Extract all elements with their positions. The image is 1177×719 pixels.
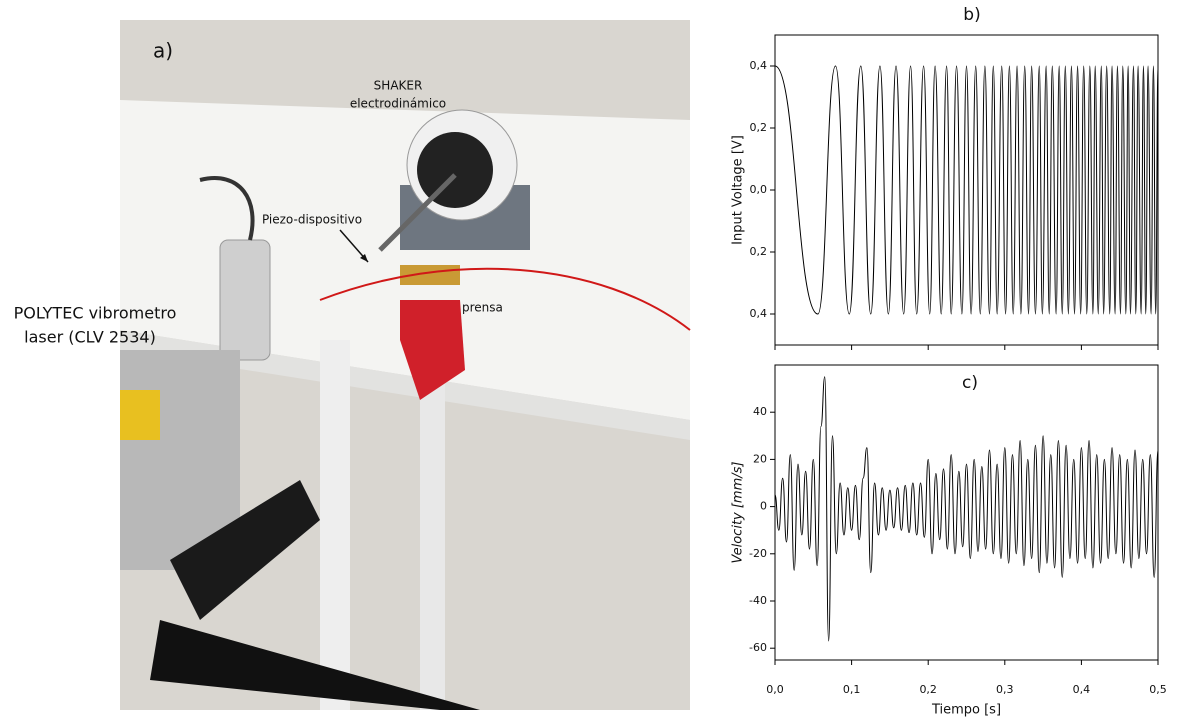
- x-tick-label: 0,4: [1073, 683, 1091, 696]
- shaker-face: [417, 132, 493, 208]
- panel-label: a): [153, 39, 173, 63]
- x-axis-label: Tiempo [s]: [931, 703, 1001, 718]
- data-line: [774, 65, 1159, 315]
- y-axis-label: Input Voltage [V]: [731, 135, 746, 245]
- panel-label: c): [962, 373, 978, 393]
- annotation: SHAKER: [374, 79, 423, 93]
- x-tick-label: 0,3: [996, 683, 1014, 696]
- y-tick-label: 0,2: [750, 245, 768, 258]
- x-tick-label: 0,1: [843, 683, 861, 696]
- cable: [199, 176, 255, 241]
- y-tick-label: 0,4: [750, 307, 768, 320]
- y-tick-label: 0,0: [750, 183, 768, 196]
- y-tick-label: 0,2: [750, 121, 768, 134]
- table-leg: [320, 340, 350, 710]
- panel-label: b): [963, 5, 980, 25]
- vibrometer-head: [219, 239, 271, 361]
- vise: [400, 300, 465, 400]
- tripod: [170, 480, 320, 620]
- annotation: Piezo-dispositivo: [262, 213, 362, 227]
- x-tick-label: 0,0: [766, 683, 784, 696]
- tripod-arm: [150, 620, 480, 710]
- table-leg: [420, 360, 445, 710]
- y-tick-label: 40: [753, 405, 767, 418]
- annotation: electrodinámico: [350, 97, 446, 111]
- y-axis-label: Velocity [mm/s]: [731, 461, 746, 563]
- plot-frame: [774, 364, 1159, 661]
- x-tick-label: 0,5: [1149, 683, 1167, 696]
- annotation: prensa: [462, 301, 503, 315]
- shaker-rod: [378, 173, 457, 252]
- cable: [319, 267, 691, 331]
- y-tick-label: -20: [749, 547, 767, 560]
- data-line: [774, 376, 1159, 642]
- y-tick-label: 0: [760, 500, 767, 513]
- arrow-head: [360, 254, 368, 262]
- x-tick-label: 0,2: [919, 683, 937, 696]
- y-tick-label: -40: [749, 594, 767, 607]
- annotation: laser (CLV 2534): [24, 328, 156, 347]
- label-sticker: [120, 390, 160, 440]
- photo: a) SHAKER electrodinámico Piezo-disposit…: [120, 20, 691, 710]
- y-tick-label: 0,4: [750, 59, 768, 72]
- y-tick-label: -60: [749, 641, 767, 654]
- y-tick-label: 20: [753, 452, 767, 465]
- annotation: POLYTEC vibrometro: [14, 304, 177, 323]
